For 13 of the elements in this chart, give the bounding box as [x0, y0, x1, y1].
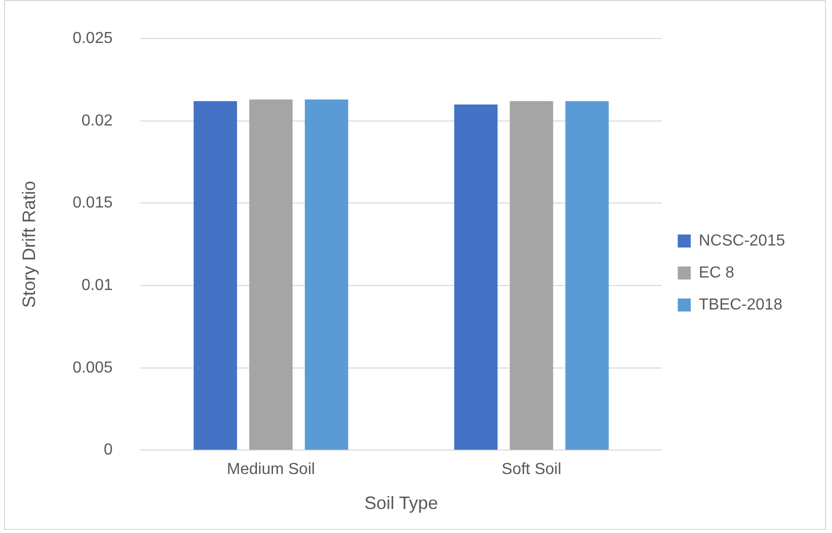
y-axis-title: Story Drift Ratio [18, 180, 39, 308]
x-tick-label: Soft Soil [502, 461, 562, 478]
legend-label: TBEC-2018 [698, 296, 782, 314]
x-axis-title: Soil Type [364, 493, 438, 514]
y-tick-label: 0.025 [72, 30, 113, 48]
y-tick-label: 0.01 [82, 276, 113, 294]
legend-label: NCSC-2015 [698, 232, 786, 250]
y-tick-label: 0.005 [72, 359, 113, 376]
x-tick-label: Medium Soil [226, 461, 315, 478]
legend-label: EC 8 [698, 264, 734, 282]
y-tick-label: 0.02 [82, 112, 113, 130]
y-tick-label: 0.015 [72, 194, 113, 212]
y-tick-label: 0 [104, 442, 113, 459]
